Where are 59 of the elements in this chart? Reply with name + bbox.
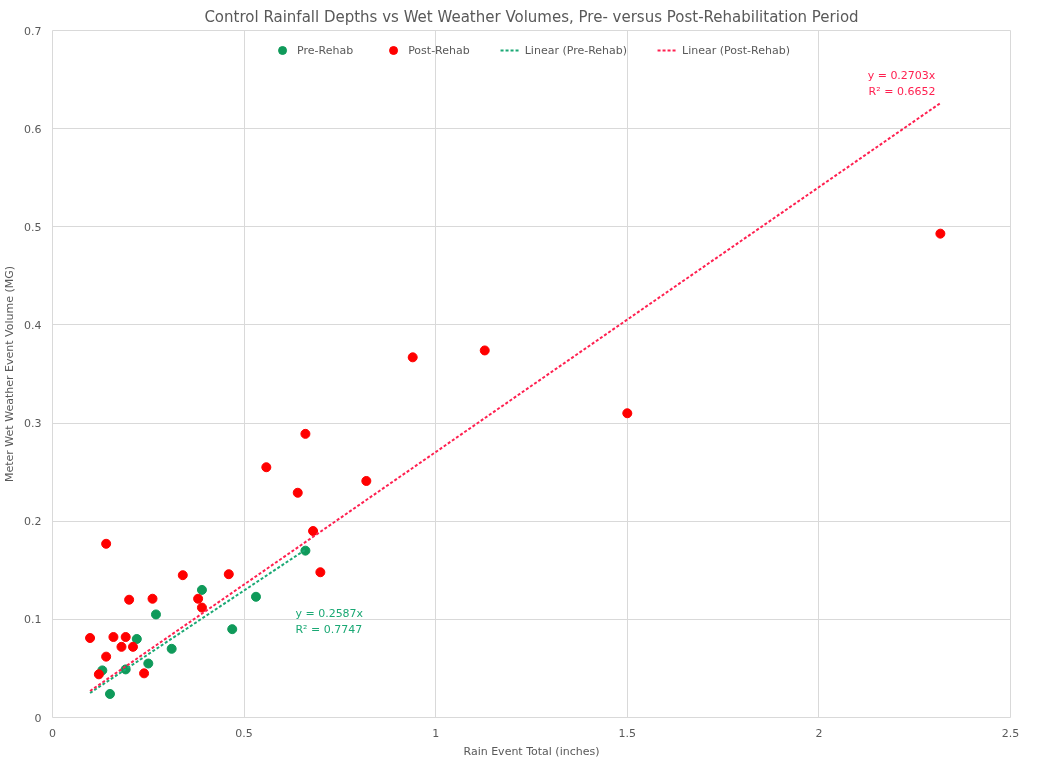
legend-label: Linear (Post-Rehab) [682, 43, 790, 57]
point [227, 624, 238, 635]
x-tick-label: 1 [432, 726, 440, 740]
x-tick-label: 1.5 [618, 726, 637, 740]
point [143, 658, 154, 669]
y-tick-label: 0.4 [24, 318, 42, 332]
y-axis-title: Meter Wet Weather Event Volume (MG) [3, 266, 17, 482]
point [93, 669, 104, 680]
x-tick-label: 2.5 [1001, 726, 1020, 740]
point [261, 462, 272, 473]
x-tick-label: 0.5 [235, 726, 253, 740]
y-tick-label: 0.3 [24, 417, 42, 431]
y-tick-label: 0.6 [24, 122, 42, 136]
point [150, 609, 161, 620]
y-tick-label: 0.2 [24, 515, 42, 529]
point [131, 633, 142, 644]
point [120, 632, 131, 643]
point [101, 538, 112, 549]
point [315, 567, 326, 578]
point [196, 584, 207, 595]
point [104, 688, 115, 699]
chart-title: Control Rainfall Depths vs Wet Weather Volumes, Pre- versus Post-Rehabilitation Period [204, 7, 859, 26]
point [85, 633, 96, 643]
x-axis-title: Rain Event Total (inches) [463, 744, 600, 758]
point [361, 475, 372, 486]
legend-label: Linear (Pre-Rehab) [524, 43, 628, 57]
point [292, 487, 303, 498]
point [127, 641, 138, 652]
point [300, 545, 311, 556]
point [166, 643, 177, 654]
y-tick-label: 0.1 [24, 613, 42, 627]
point [250, 591, 261, 602]
annotation: y = 0.2587x [295, 607, 364, 621]
point [196, 602, 207, 613]
y-tick-label: 0.5 [24, 220, 42, 234]
point [177, 570, 188, 581]
point [479, 345, 490, 356]
point [300, 428, 311, 439]
point [935, 228, 946, 239]
point [407, 352, 418, 363]
point [223, 569, 234, 580]
point [124, 594, 135, 605]
point [101, 651, 112, 662]
point [116, 641, 127, 652]
point [193, 593, 204, 604]
point [147, 593, 158, 604]
y-tick-label: 0.7 [24, 24, 42, 38]
x-tick-label: 2 [815, 726, 823, 740]
point [139, 668, 150, 679]
annotation: R² = 0.6652 [868, 84, 936, 98]
point [108, 632, 119, 643]
legend-label: Pre-Rehab [297, 43, 354, 57]
point [622, 408, 633, 419]
legend-label: Post-Rehab [408, 43, 470, 57]
y-tick-label: 0 [34, 711, 42, 725]
point [308, 526, 319, 537]
annotation: y = 0.2703x [867, 68, 936, 82]
annotation: R² = 0.7747 [295, 623, 363, 637]
x-tick-label: 0 [49, 726, 56, 740]
